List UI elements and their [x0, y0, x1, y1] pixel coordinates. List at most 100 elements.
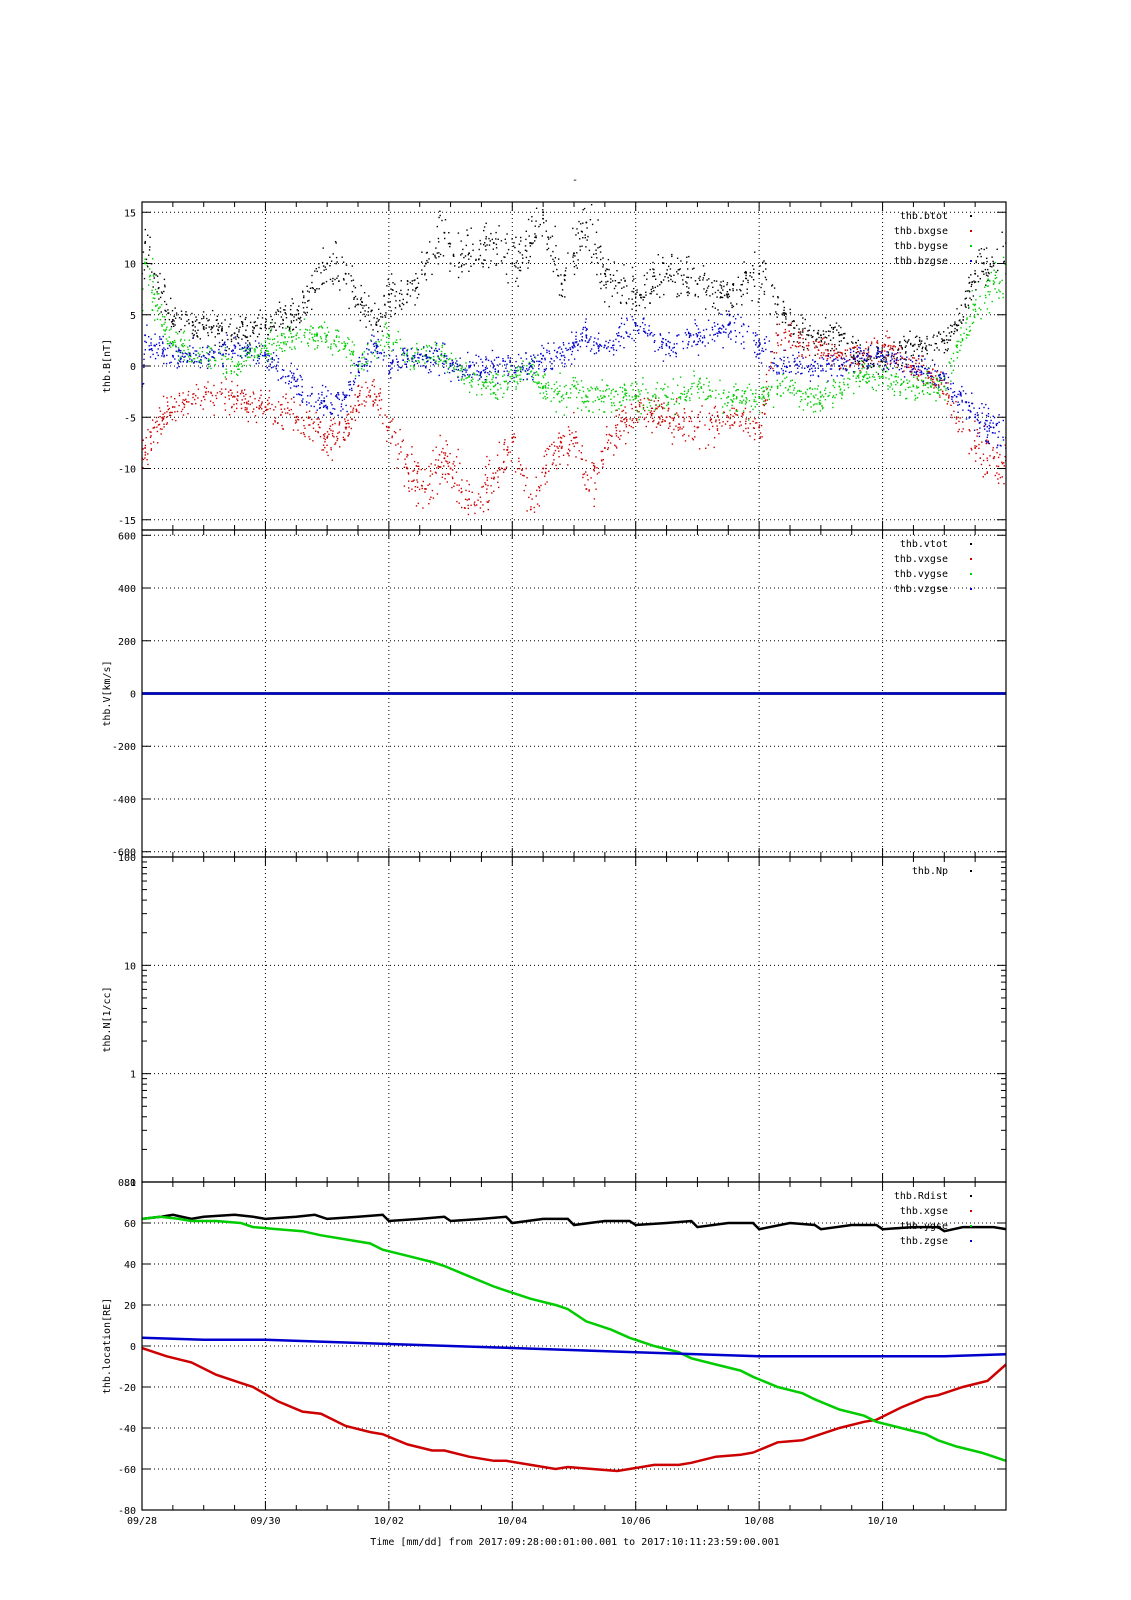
data-point [219, 345, 221, 347]
data-point [660, 387, 662, 390]
data-point [654, 409, 657, 411]
data-point [992, 283, 995, 285]
data-point [297, 418, 299, 421]
data-point [858, 374, 860, 376]
data-point [449, 365, 452, 367]
data-point [154, 288, 157, 291]
data-point [981, 441, 983, 443]
data-point [1003, 462, 1005, 464]
data-point [729, 322, 731, 325]
data-point [936, 347, 938, 349]
data-point [181, 345, 183, 347]
data-point [697, 296, 699, 298]
data-point [240, 407, 243, 410]
data-point [625, 302, 628, 305]
data-point [180, 310, 183, 312]
data-point [153, 272, 156, 275]
data-point [246, 401, 248, 403]
data-point [686, 276, 688, 278]
data-point [269, 407, 271, 410]
data-point [261, 347, 263, 350]
data-point [490, 371, 492, 374]
data-point [645, 388, 647, 391]
data-point [985, 272, 987, 274]
data-point [386, 285, 388, 287]
data-point [440, 359, 442, 361]
data-point [192, 335, 195, 337]
data-point [476, 394, 478, 396]
data-point [602, 264, 604, 266]
data-point [515, 373, 517, 376]
data-point [615, 390, 617, 392]
data-point [789, 365, 791, 367]
data-point [741, 304, 743, 306]
data-point [933, 384, 935, 386]
data-point [914, 368, 916, 370]
data-point [918, 375, 920, 377]
data-point [151, 271, 153, 273]
data-point [947, 327, 949, 329]
data-point [424, 354, 426, 356]
data-point [833, 386, 836, 389]
data-point [514, 436, 516, 439]
data-point [182, 399, 184, 401]
data-point [644, 409, 646, 412]
data-point [195, 316, 197, 318]
data-point [468, 490, 470, 492]
data-point [467, 254, 469, 256]
data-point [784, 321, 787, 324]
data-point [363, 305, 365, 307]
data-point [322, 444, 325, 446]
data-point [200, 356, 203, 358]
data-point [241, 399, 243, 401]
data-point [293, 316, 295, 318]
data-point [145, 437, 147, 439]
data-point [551, 235, 554, 237]
data-point [581, 339, 583, 341]
data-point [757, 346, 759, 348]
data-point [509, 380, 511, 383]
data-point [652, 275, 654, 278]
data-point [602, 257, 604, 259]
data-point [896, 357, 898, 359]
data-point [351, 418, 353, 420]
data-point [948, 339, 950, 341]
data-point [958, 340, 960, 343]
data-point [417, 351, 419, 354]
data-point [528, 361, 530, 364]
data-point [269, 326, 272, 328]
data-point [282, 396, 284, 398]
data-point [726, 420, 729, 423]
data-point [425, 354, 428, 356]
data-point [990, 426, 992, 428]
data-point [958, 390, 961, 393]
data-point [944, 377, 946, 379]
data-point [291, 348, 293, 350]
data-point [891, 374, 893, 377]
data-point [856, 375, 859, 377]
data-point [643, 418, 645, 421]
data-point [390, 442, 392, 445]
data-point [413, 366, 415, 368]
data-point [318, 407, 321, 409]
data-point [535, 207, 538, 209]
data-point [797, 345, 800, 348]
data-point [969, 430, 971, 432]
data-point [768, 369, 770, 372]
data-point [736, 289, 738, 291]
data-point [824, 399, 827, 401]
data-point [225, 378, 227, 380]
data-point [750, 405, 753, 407]
data-point [592, 411, 594, 414]
data-point [156, 420, 158, 422]
data-point [357, 385, 359, 387]
data-point [422, 347, 425, 349]
data-point [389, 421, 391, 423]
data-point [914, 343, 916, 346]
data-point [437, 465, 439, 467]
data-point [585, 318, 587, 320]
data-point [733, 386, 735, 388]
data-point [171, 411, 173, 414]
data-point [878, 366, 881, 368]
data-point [800, 396, 802, 398]
